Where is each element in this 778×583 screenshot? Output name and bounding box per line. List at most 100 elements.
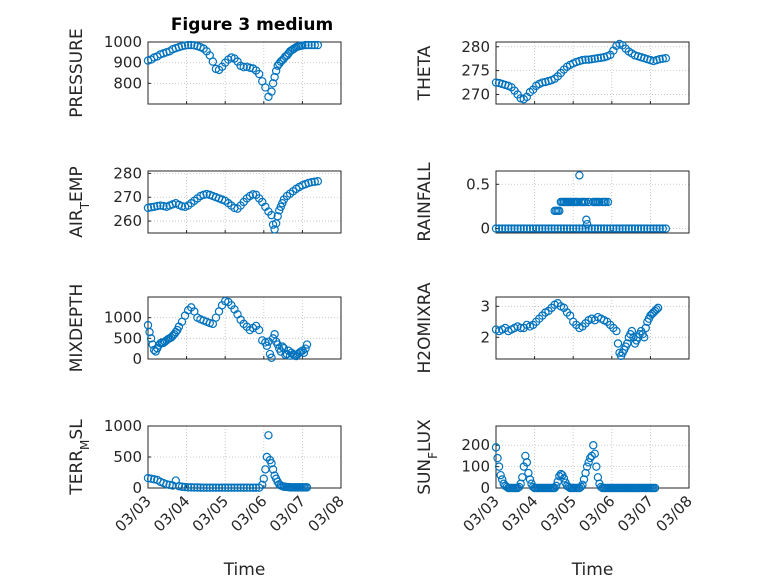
data-point — [552, 481, 561, 491]
data-point — [270, 330, 279, 339]
data-point — [649, 224, 658, 233]
data-point — [578, 224, 587, 233]
data-point — [627, 326, 637, 336]
data-point — [230, 483, 239, 492]
data-point — [541, 224, 550, 233]
y-axis-label: H2OMIXRA — [415, 282, 435, 373]
data-point — [547, 224, 556, 233]
data-point — [190, 483, 199, 492]
data-point — [264, 431, 273, 440]
data-point — [199, 483, 208, 492]
data-point — [268, 465, 278, 474]
data-point — [587, 54, 596, 64]
x-tick-label: 03/08 — [653, 492, 696, 535]
data-point — [153, 201, 162, 211]
data-point — [589, 441, 598, 450]
data-point — [609, 224, 618, 233]
data-point — [199, 190, 208, 200]
data-point — [658, 224, 667, 233]
data-point — [624, 224, 633, 233]
data-point — [582, 215, 591, 224]
axes-box — [495, 170, 690, 234]
data-point — [650, 483, 660, 493]
y-tick-label: 0 — [132, 479, 142, 497]
data-point — [599, 224, 609, 233]
data-point — [214, 483, 224, 492]
data-point — [156, 201, 165, 210]
data-point — [307, 178, 316, 187]
y-tick-label: 0.5 — [466, 175, 490, 193]
data-point — [299, 348, 309, 357]
data-point — [555, 206, 564, 216]
axes-box — [495, 425, 690, 489]
data-point — [590, 224, 600, 233]
data-point — [270, 225, 279, 234]
data-point — [248, 190, 258, 199]
data-point — [576, 482, 586, 492]
data-point — [162, 480, 171, 489]
data-point — [606, 224, 615, 233]
data-point — [593, 224, 603, 233]
axes-box — [495, 41, 690, 105]
data-point — [562, 224, 572, 233]
data-point — [652, 224, 661, 233]
y-axis-label: MIXDEPTH — [67, 284, 87, 373]
data-point — [565, 224, 575, 233]
data-point — [556, 224, 566, 233]
data-point — [550, 224, 559, 233]
data-point — [559, 474, 569, 483]
data-point — [273, 212, 282, 221]
data-point — [177, 202, 187, 211]
data-point — [572, 224, 581, 233]
data-point — [528, 224, 538, 233]
y-axis-label: PRESSURE — [67, 28, 87, 117]
data-point — [302, 483, 312, 492]
x-tick-label: 03/05 — [189, 492, 232, 535]
data-point — [267, 210, 276, 220]
data-point — [187, 483, 196, 492]
data-point — [553, 224, 562, 233]
data-point — [187, 40, 196, 50]
y-tick-label: 0 — [480, 220, 490, 238]
x-tick-label: 03/04 — [150, 492, 193, 535]
data-point — [578, 55, 587, 65]
data-point — [596, 53, 606, 62]
data-point — [601, 197, 610, 207]
data-point — [518, 473, 527, 482]
data-point — [618, 224, 627, 233]
data-point — [145, 327, 154, 337]
data-point — [538, 78, 547, 87]
figure-title: Figure 3 medium — [171, 15, 333, 35]
data-point — [633, 224, 643, 233]
data-point — [653, 303, 663, 313]
data-point — [254, 69, 264, 79]
data-point — [239, 63, 248, 72]
y-tick-label: 270 — [113, 188, 142, 206]
data-point — [491, 78, 501, 87]
y-axis-label: THETA — [415, 45, 435, 101]
y-tick-label: 1000 — [104, 309, 142, 327]
y-tick-label: 280 — [461, 38, 490, 56]
data-point — [313, 177, 323, 186]
data-point — [613, 339, 623, 348]
data-point — [643, 224, 652, 233]
data-point — [531, 224, 541, 233]
y-tick-label: 200 — [461, 436, 490, 454]
y-axis-label: TERRMSL — [67, 419, 92, 496]
data-point — [655, 54, 664, 64]
data-point — [177, 482, 187, 491]
data-point — [587, 224, 596, 233]
data-point — [304, 40, 313, 50]
data-point — [535, 224, 544, 233]
data-point — [149, 202, 159, 211]
y-axis-label: RAINFALL — [415, 162, 435, 242]
data-point — [183, 483, 193, 492]
x-tick-label: 03/03 — [460, 492, 503, 535]
data-point — [254, 325, 264, 335]
data-point — [143, 203, 153, 213]
data-point — [525, 224, 535, 233]
data-point — [146, 334, 156, 343]
data-point — [602, 224, 612, 233]
